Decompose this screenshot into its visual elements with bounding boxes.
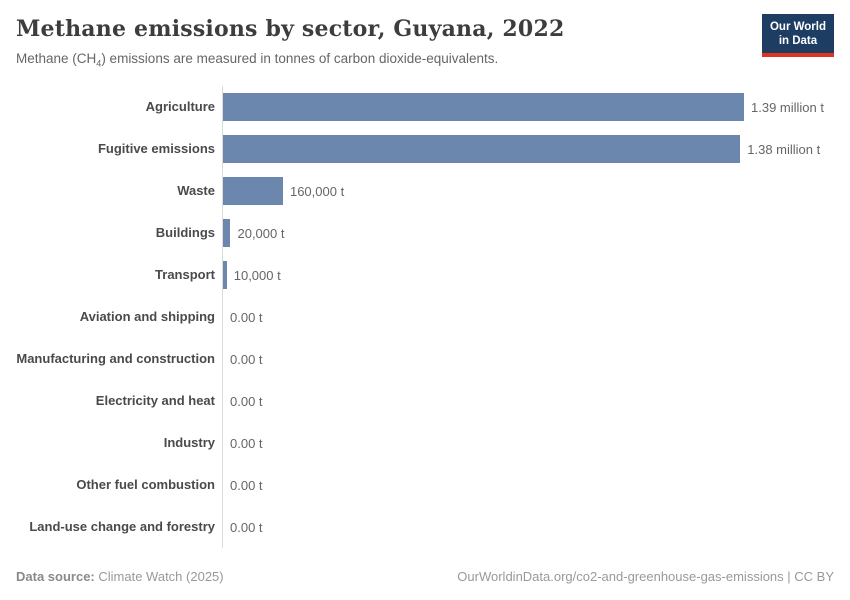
bar[interactable] (223, 177, 283, 206)
category-label: Buildings (155, 225, 215, 241)
data-source: Data source: Climate Watch (2025) (16, 569, 224, 584)
chart-row: Fugitive emissions 1.38 million t (16, 128, 834, 171)
chart-subtitle: Methane (CH4) emissions are measured in … (16, 51, 564, 69)
data-source-value[interactable]: Climate Watch (2025) (98, 569, 224, 584)
credit-link[interactable]: OurWorldinData.org/co2-and-greenhouse-ga… (457, 569, 834, 584)
bar-cell: 0.00 t (222, 506, 834, 549)
chart-row: Electricity and heat 0.00 t (16, 380, 834, 423)
chart-row: Waste 160,000 t (16, 170, 834, 213)
bar[interactable] (223, 261, 227, 290)
bar-cell: 20,000 t (222, 212, 834, 255)
bar-cell: 1.39 million t (222, 86, 834, 129)
bar[interactable] (223, 219, 231, 248)
owid-logo[interactable]: Our World in Data (761, 14, 834, 57)
bar-chart: Agriculture 1.39 million t Fugitive emis… (16, 86, 834, 549)
data-source-label: Data source: (16, 569, 95, 584)
category-label: Aviation and shipping (79, 309, 215, 325)
chart-row: Other fuel combustion 0.00 t (16, 464, 834, 507)
bar[interactable] (223, 135, 741, 164)
chart-header: Methane emissions by sector, Guyana, 202… (16, 14, 834, 68)
bar-cell: 0.00 t (222, 422, 834, 465)
bar-cell: 1.38 million t (222, 128, 834, 171)
category-label: Fugitive emissions (97, 141, 215, 157)
value-label: 0.00 t (230, 477, 263, 493)
category-label: Transport (155, 267, 215, 283)
category-label: Waste (177, 183, 215, 199)
bar-cell: 160,000 t (222, 170, 834, 213)
value-label: 0.00 t (230, 309, 263, 325)
subtitle-subscript: 4 (96, 58, 102, 69)
chart-row: Industry 0.00 t (16, 422, 834, 465)
value-label: 160,000 t (289, 183, 345, 199)
chart-row: Transport 10,000 t (16, 254, 834, 297)
header-text: Methane emissions by sector, Guyana, 202… (16, 16, 564, 68)
bar[interactable] (223, 93, 744, 122)
category-label: Other fuel combustion (76, 477, 215, 493)
category-label: Industry (163, 435, 215, 451)
chart-row: Aviation and shipping 0.00 t (16, 296, 834, 339)
bar-cell: 0.00 t (222, 296, 834, 339)
value-label: 1.39 million t (751, 99, 824, 115)
owid-logo-line1: Our World (769, 21, 826, 33)
chart-row: Buildings 20,000 t (16, 212, 834, 255)
bar-cell: 0.00 t (222, 380, 834, 423)
chart-title: Methane emissions by sector, Guyana, 202… (16, 16, 565, 42)
subtitle-prefix: Methane (CH (16, 50, 97, 66)
value-label: 10,000 t (233, 267, 281, 283)
value-label: 0.00 t (230, 393, 263, 409)
chart-row: Agriculture 1.39 million t (16, 86, 834, 129)
bar-cell: 10,000 t (222, 254, 834, 297)
chart-row: Land-use change and forestry 0.00 t (16, 506, 834, 549)
chart-footer: Data source: Climate Watch (2025) OurWor… (16, 569, 834, 584)
category-label: Electricity and heat (95, 393, 215, 409)
owid-logo-line2: in Data (778, 35, 818, 48)
value-label: 1.38 million t (747, 141, 821, 157)
bar-cell: 0.00 t (222, 464, 834, 507)
subtitle-suffix: ) emissions are measured in tonnes of ca… (101, 50, 499, 66)
value-label: 0.00 t (230, 435, 263, 451)
category-label: Land-use change and forestry (29, 519, 215, 535)
bar-cell: 0.00 t (222, 338, 834, 381)
category-label: Agriculture (145, 99, 215, 115)
value-label: 20,000 t (237, 225, 285, 241)
value-label: 0.00 t (230, 351, 263, 367)
value-label: 0.00 t (230, 519, 263, 535)
chart-row: Manufacturing and construction 0.00 t (16, 338, 834, 381)
category-label: Manufacturing and construction (16, 351, 215, 367)
